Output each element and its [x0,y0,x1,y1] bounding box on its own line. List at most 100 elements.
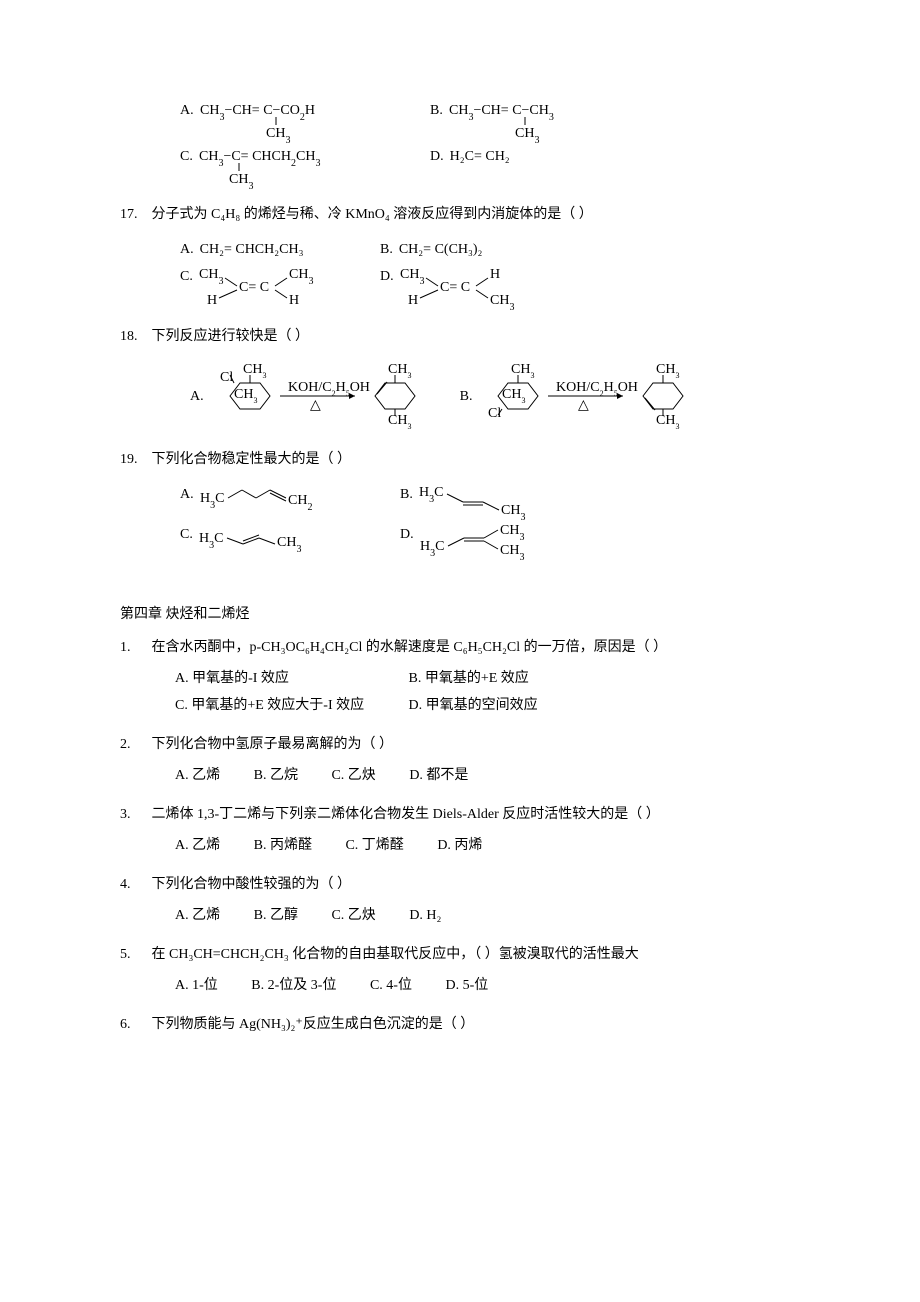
c4q1-opt-a: A. 甲氧基的-I 效应 [175,668,375,689]
opt-label: C. [180,146,193,167]
svg-text:C= C: C= C [440,280,470,295]
q19-formula-b: H3C CH3 [419,484,559,518]
q17-formula-d: CH3 H C= C H CH3 [400,266,520,308]
c4q3-text: 二烯体 1,3-丁二烯与下列亲二烯体化合物发生 Diels-Alder 反应时活… [152,807,660,822]
q18-opt-a: A. Cl CH3 CH3 KOH/C2H5OH △ CH3 CH3 [190,361,450,431]
chapter4-title: 第四章 炔烃和二烯烃 [120,604,800,625]
c4q5-text: 在 CH₃CH=CHCH₂CH₃ 化合物的自由基取代反应中，（ ）氢被溴取代的活… [152,947,639,962]
q19-opt-b: B. H3C CH3 [400,484,650,518]
q19-text: 下列化合物稳定性最大的是（ ） [152,452,352,467]
q16-opt-a: A. CH3−CH= C−CO2H CH3 [180,100,430,140]
q17: 17. 分子式为 C₄H₈ 的烯烃与稀、冷 KMnO₄ 溶液反应得到内消旋体的是… [120,204,800,225]
svg-text:H: H [289,293,299,308]
svg-text:KOH/C2H5OH: KOH/C2H5OH [556,380,638,398]
c4q4-opt-d: D. H₂ [409,905,441,926]
svg-text:CH3: CH3 [277,535,301,555]
opt-label: D. [380,266,394,287]
q19-opt-a: A. H3C CH2 [180,484,400,512]
c4q6-text: 下列物质能与 Ag(NH₃)₂⁺反应生成白色沉淀的是（ ） [152,1017,475,1032]
q19-formula-c: H3C CH3 [199,524,349,552]
c4q3-opt-a: A. 乙烯 [175,835,220,856]
qnum: 3. [120,804,148,825]
c4q4-opt-b: B. 乙醇 [254,905,298,926]
svg-text:CH3: CH3 [502,387,525,405]
svg-text:△: △ [310,398,321,413]
q18-text: 下列反应进行较快是（ ） [152,329,310,344]
svg-text:CH3: CH3 [243,362,266,380]
c4q1-opt-d: D. 甲氧基的空间效应 [409,695,538,716]
q17-opt-a: A. CH₂= CHCH₂CH₃ [180,239,380,260]
q17-formula-a: CH₂= CHCH₂CH₃ [200,239,304,260]
svg-text:H3C: H3C [419,485,443,505]
qnum: 5. [120,944,148,965]
c4q1-opt-c: C. 甲氧基的+E 效应大于-I 效应 [175,695,375,716]
svg-text:CH3: CH3 [500,543,524,563]
c4q1-text: 在含水丙酮中，p-CH₃OC₆H₄CH₂Cl 的水解速度是 C₆H₅CH₂Cl … [152,640,668,655]
q17-opt-c: C. CH3 H C= C CH3 H [180,266,380,308]
opt-label: A. [180,484,194,505]
svg-text:CH3: CH3 [388,362,411,380]
svg-text:CH3: CH3 [400,267,424,287]
q16-formula-d: H₂C= CH₂ [450,146,510,167]
c4q1: 1. 在含水丙酮中，p-CH₃OC₆H₄CH₂Cl 的水解速度是 C₆H₅CH₂… [120,637,800,716]
qnum: 2. [120,734,148,755]
c4q3-opt-c: C. 丁烯醛 [345,835,403,856]
q18-reaction-b: CH3 CH3 Cl KOH/C2H5OH △ CH3 CH3 [478,361,718,431]
opt-label: C. [180,524,193,545]
c4q6: 6. 下列物质能与 Ag(NH₃)₂⁺反应生成白色沉淀的是（ ） [120,1014,800,1035]
c4q5-opt-c: C. 4-位 [370,975,412,996]
q18-opt-b: B. CH3 CH3 Cl KOH/C2H5OH △ CH3 CH3 [460,361,719,431]
svg-text:CH3: CH3 [500,523,524,543]
qnum: 19. [120,449,148,470]
c4q5-opt-d: D. 5-位 [445,975,488,996]
q17-options: A. CH₂= CHCH₂CH₃ B. CH₂= C(CH₃)₂ C. CH3 … [120,239,800,308]
opt-label: A. [190,386,204,407]
qnum: 6. [120,1014,148,1035]
q16-formula-c: CH3−C= CHCH2CH3 CH3 [199,146,359,186]
c4q2-opt-a: A. 乙烯 [175,765,220,786]
q16-opt-c: C. CH3−C= CHCH2CH3 CH3 [180,146,430,186]
c4q1-opt-b: B. 甲氧基的+E 效应 [409,668,529,689]
opt-label: B. [430,100,443,121]
svg-text:CH3: CH3 [289,267,313,287]
opt-label: C. [180,266,193,287]
svg-text:CH3: CH3 [501,503,525,523]
c4q5-opt-a: A. 1-位 [175,975,218,996]
q18-reaction-a: Cl CH3 CH3 KOH/C2H5OH △ CH3 CH3 [210,361,450,431]
c4q4-opt-c: C. 乙炔 [331,905,375,926]
q17-formula-b: CH₂= C(CH₃)₂ [399,239,483,260]
opt-label: D. [400,524,414,545]
c4q2-text: 下列化合物中氢原子最易离解的为（ ） [152,737,394,752]
svg-text:CH3: CH3 [656,362,679,380]
svg-text:CH2: CH2 [288,493,312,513]
q16-formula-a: CH3−CH= C−CO2H CH3 [200,100,340,140]
svg-text:CH3: CH3 [234,387,257,405]
c4q2-opt-d: D. 都不是 [409,765,468,786]
svg-text:H: H [408,293,418,308]
q16-formula-b: CH3−CH= C−CH3 CH3 [449,100,589,140]
qnum: 17. [120,204,148,225]
q17-formula-c: CH3 H C= C CH3 H [199,266,319,308]
svg-text:CH3−CH= C−CO2H: CH3−CH= C−CO2H [200,103,315,123]
q19-formula-d: H3C CH3 CH3 [420,524,560,564]
qnum: 1. [120,637,148,658]
svg-text:CH3: CH3 [266,126,290,146]
svg-text:CH3: CH3 [511,362,534,380]
q19-options: A. H3C CH2 B. H3C CH3 [120,484,800,564]
svg-text:△: △ [578,398,589,413]
c4q2-opt-c: C. 乙炔 [331,765,375,786]
svg-text:H3C: H3C [199,531,223,551]
qnum: 18. [120,326,148,347]
c4q4: 4. 下列化合物中酸性较强的为（ ） A. 乙烯 B. 乙醇 C. 乙炔 D. … [120,874,800,926]
svg-text:CH3−C= CHCH2CH3: CH3−C= CHCH2CH3 [199,149,320,169]
svg-text:CH3: CH3 [490,293,514,313]
c4q4-opt-a: A. 乙烯 [175,905,220,926]
svg-text:CH3: CH3 [199,267,223,287]
svg-text:H3C: H3C [200,491,224,511]
q17-opt-d: D. CH3 H C= C H CH3 [380,266,630,308]
c4q3: 3. 二烯体 1,3-丁二烯与下列亲二烯体化合物发生 Diels-Alder 反… [120,804,800,856]
c4q2-opt-b: B. 乙烷 [254,765,298,786]
q19-formula-a: H3C CH2 [200,484,350,512]
opt-label: A. [180,239,194,260]
opt-label: D. [430,146,444,167]
